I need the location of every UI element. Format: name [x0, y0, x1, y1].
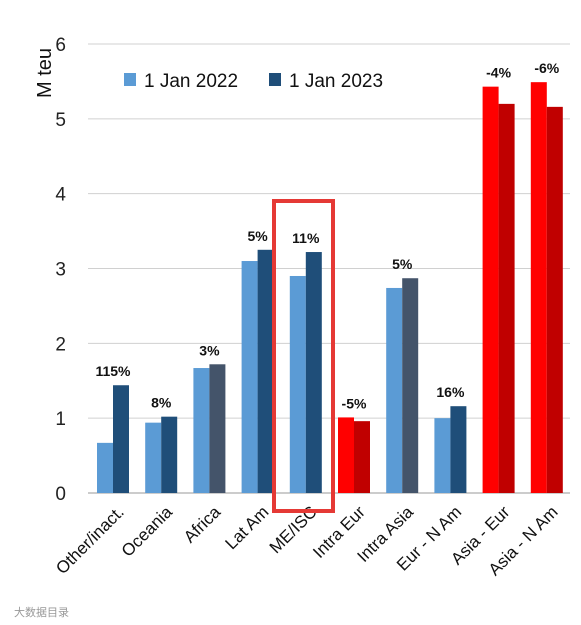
legend-label-2023: 1 Jan 2023 [289, 71, 383, 92]
change-label: 5% [392, 256, 413, 272]
bar-2023 [498, 103, 515, 493]
change-label: 8% [151, 395, 172, 411]
bars [97, 82, 563, 494]
bar-2023 [113, 385, 129, 493]
bar-2023 [450, 406, 467, 493]
bar-2022 [338, 417, 354, 493]
y-tick-label: 2 [55, 334, 66, 355]
y-axis-ticks: 0 1 2 3 4 5 6 [55, 35, 66, 505]
category-label: Oceania [118, 502, 177, 561]
change-label: -5% [342, 395, 367, 411]
change-label: -6% [534, 60, 559, 76]
y-tick-label: 3 [55, 260, 66, 281]
bar-2023 [161, 416, 178, 493]
bar-2022 [289, 275, 306, 493]
legend-swatch-2023 [269, 73, 281, 86]
bar-2023 [209, 364, 226, 493]
change-label: 11% [292, 230, 320, 246]
bar-2022 [386, 287, 403, 493]
change-label: 3% [199, 342, 220, 358]
category-label: Africa [180, 502, 225, 547]
bar-2022 [434, 418, 451, 493]
bar-2023 [546, 106, 563, 494]
legend: 1 Jan 2022 1 Jan 2023 [124, 71, 383, 92]
change-label: 16% [436, 384, 465, 400]
legend-swatch-2022 [124, 73, 136, 86]
bar-2022 [97, 442, 113, 493]
bar-2022 [241, 261, 258, 493]
bar-2023 [257, 249, 274, 493]
data-labels: 115% 8% 3% 5% 11% -5% 5% 16% -4% -6% [95, 60, 559, 411]
y-tick-label: 0 [55, 484, 66, 505]
bar-2022 [145, 422, 162, 493]
bar-2023 [402, 278, 419, 493]
change-label: 115% [95, 363, 131, 379]
bar-2023 [354, 421, 370, 493]
y-tick-label: 1 [55, 409, 66, 430]
watermark: 大数据目录 [14, 605, 69, 619]
y-tick-label: 6 [55, 35, 66, 56]
category-label: Other/inact. [52, 502, 128, 578]
highlight-box [272, 199, 335, 513]
bar-2022 [193, 368, 210, 493]
bar-2022 [530, 82, 547, 493]
y-axis-title: M teu [34, 48, 56, 98]
legend-label-2022: 1 Jan 2022 [144, 71, 238, 92]
bar-2022 [482, 86, 499, 493]
y-tick-label: 5 [55, 110, 66, 131]
category-label: Lat Am [222, 502, 273, 553]
change-label: -4% [486, 65, 511, 81]
change-label: 5% [247, 228, 268, 244]
y-tick-label: 4 [55, 185, 66, 206]
bar-2023 [305, 252, 322, 493]
